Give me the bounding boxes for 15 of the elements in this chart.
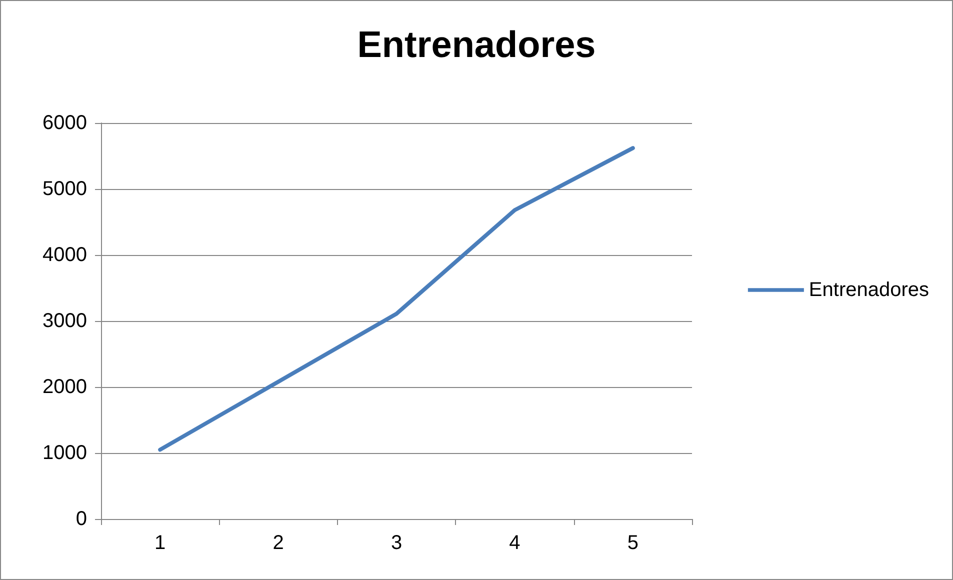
y-tick-label: 5000 bbox=[42, 178, 87, 200]
x-tick-label: 4 bbox=[509, 532, 520, 554]
y-tick-label: 3000 bbox=[42, 310, 87, 332]
x-tick-label: 1 bbox=[154, 532, 166, 554]
line-series bbox=[158, 146, 635, 452]
legend-label: Entrenadores bbox=[808, 279, 929, 301]
x-tick-label: 2 bbox=[272, 532, 284, 554]
y-tick-label: 6000 bbox=[42, 112, 87, 134]
y-tick-label: 2000 bbox=[42, 376, 87, 398]
x-tick-label: 3 bbox=[390, 532, 402, 554]
x-tick-label: 5 bbox=[627, 532, 638, 554]
y-tick-label: 1000 bbox=[42, 442, 87, 464]
y-tick-label: 0 bbox=[76, 508, 87, 530]
y-tick-label: 4000 bbox=[42, 244, 87, 266]
chart-title: Entrenadores bbox=[357, 24, 596, 65]
